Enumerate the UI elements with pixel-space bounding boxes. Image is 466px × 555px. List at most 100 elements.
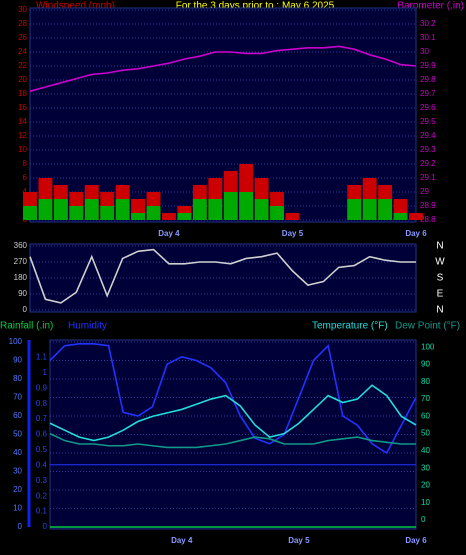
tick-label: 18 [18,89,27,98]
tick-label: 20 [421,481,430,490]
bar [115,199,130,220]
tick-label: 0 [23,305,28,314]
barometer-axis-label: Barometer (.in) [397,1,464,12]
series-line [29,45,417,92]
tick-label: 29.7 [420,89,436,98]
bar [162,213,176,220]
tick-label: 29.5 [420,117,436,126]
tick-label: 29.1 [420,173,436,182]
tick-label: 0.5 [36,445,48,454]
tick-label: 100 [9,337,23,346]
tick-label: 29 [420,187,429,196]
tick-label: 40 [421,446,430,455]
tick-label: 50 [13,430,22,439]
tick-label: 0.8 [36,399,48,408]
tick-label: 50 [421,429,430,438]
series-line [49,343,417,455]
tick-label: 8 [23,159,28,168]
tick-label: 12 [18,131,27,140]
tick-label: 100 [421,342,435,351]
tick-label: 10 [18,145,27,154]
x-tick-label: Day 5 [288,536,310,545]
tick-label: 0.4 [36,460,48,469]
x-tick-label: Day 5 [282,229,304,238]
series-line [49,432,416,449]
bar [208,199,223,220]
compass-label: N [436,241,443,252]
tick-label: 30.1 [420,33,436,42]
bar [347,199,362,220]
tick-label: 70 [13,393,22,402]
compass-label: S [437,273,444,284]
tick-label: 28 [18,19,27,28]
tick-label: 0.2 [36,491,48,500]
tick-label: 90 [18,289,27,298]
compass-label: N [436,305,443,316]
compass-label: W [435,257,445,268]
tick-label: 22 [18,61,27,70]
tick-label: 30 [13,467,22,476]
bar [192,199,207,220]
bar [239,192,254,220]
tick-label: 30 [420,47,429,56]
tick-label: 29.6 [420,103,436,112]
tick-label: 10 [421,498,430,507]
tick-label: 70 [421,394,430,403]
tick-label: 0.9 [36,383,48,392]
tick-label: 28.8 [420,215,436,224]
bar [131,213,146,220]
tick-label: 0.3 [36,476,48,485]
tick-label: 40 [13,448,22,457]
bar [223,192,238,220]
series-line [29,248,416,304]
tick-label: 0.7 [36,414,48,423]
x-tick-label: Day 6 [405,536,427,545]
bar [23,206,37,220]
tick-label: 0.1 [36,507,48,516]
tick-label: 1 [43,368,48,377]
bar [378,199,393,220]
tick-label: 29.9 [420,61,436,70]
legend-label: Temperature (°F) [312,321,388,332]
tick-label: 30 [421,463,430,472]
series-line [49,384,417,442]
bar [362,199,377,220]
tick-label: 4 [23,187,28,196]
bar [38,199,53,220]
tick-label: 0 [18,522,23,531]
tick-label: 28.9 [420,201,436,210]
tick-label: 360 [14,241,28,250]
bar [146,206,161,220]
bar [393,213,408,220]
bar [254,199,269,220]
tick-label: 90 [13,356,22,365]
tick-label: 29.3 [420,145,436,154]
tick-label: 14 [18,117,27,126]
tick-label: 0 [421,515,426,524]
tick-label: 24 [18,47,27,56]
tick-label: 180 [14,273,28,282]
tick-label: 30.2 [420,19,436,28]
tick-label: 20 [18,75,27,84]
tick-label: 60 [13,411,22,420]
x-tick-label: Day 4 [171,536,193,545]
tick-label: 30 [18,5,27,14]
compass-label: E [437,289,444,300]
x-tick-label: Day 6 [405,229,427,238]
bar [285,213,300,220]
bar [53,199,68,220]
bar [177,213,192,220]
tick-label: 0 [43,522,48,531]
bar [409,213,423,220]
tick-label: 0.6 [36,430,48,439]
x-tick-label: Day 4 [158,229,180,238]
tick-label: 10 [13,504,22,513]
tick-label: 29.8 [420,75,436,84]
tick-label: 270 [14,257,28,266]
tick-label: 29.4 [420,131,436,140]
legend-label: Humidity [68,321,107,332]
tick-label: 29.2 [420,159,436,168]
tick-label: 20 [13,485,22,494]
